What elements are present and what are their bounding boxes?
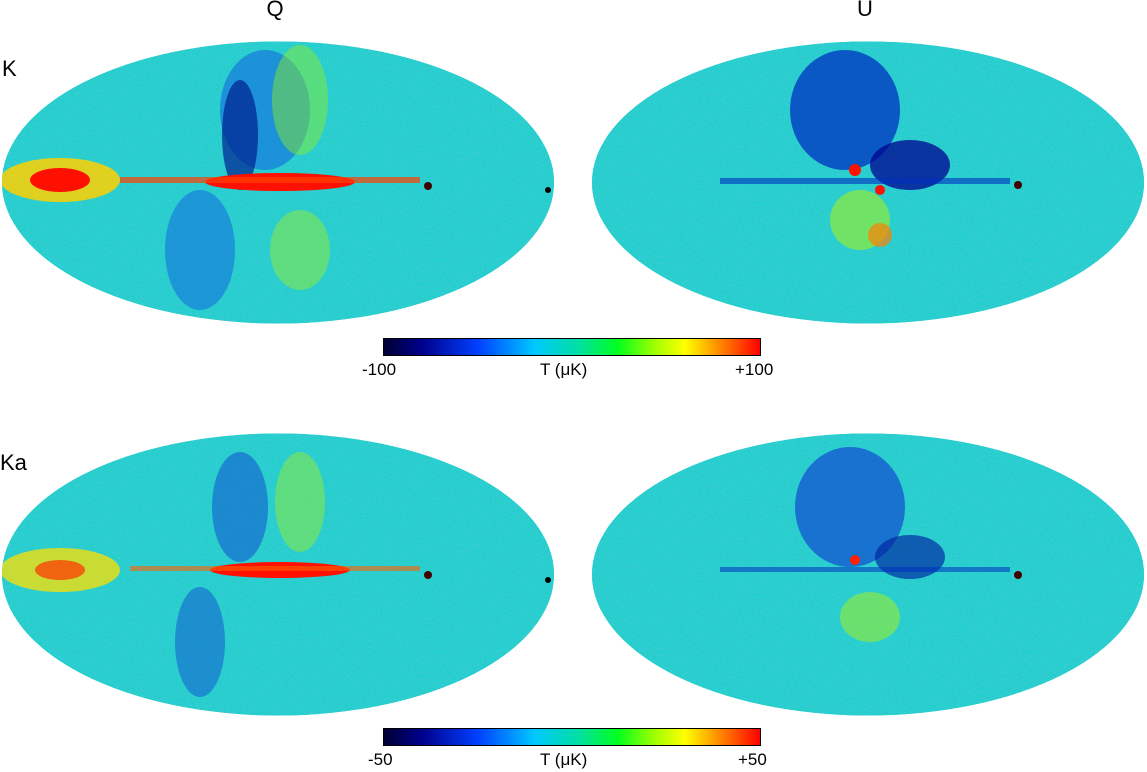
column-label-u: U — [857, 0, 873, 21]
map-k-q — [2, 41, 554, 324]
colorbar-bottom-max: +50 — [738, 750, 767, 769]
map-k-u — [592, 41, 1144, 324]
row-label-k: K — [2, 56, 17, 81]
colorbar-top-min: -100 — [362, 360, 397, 379]
colorbar-bottom-min: -50 — [368, 750, 393, 769]
map-ka-q — [2, 433, 554, 716]
row-label-ka: Ka — [0, 450, 27, 475]
column-label-q: Q — [266, 0, 284, 21]
colorbar-top-max: +100 — [735, 360, 774, 379]
map-ka-u — [592, 433, 1144, 716]
colorbar-top — [383, 338, 761, 356]
colorbar-top-title: T (μK) — [540, 360, 588, 379]
colorbar-bottom-title: T (μK) — [540, 750, 588, 769]
colorbar-bottom — [383, 728, 761, 746]
